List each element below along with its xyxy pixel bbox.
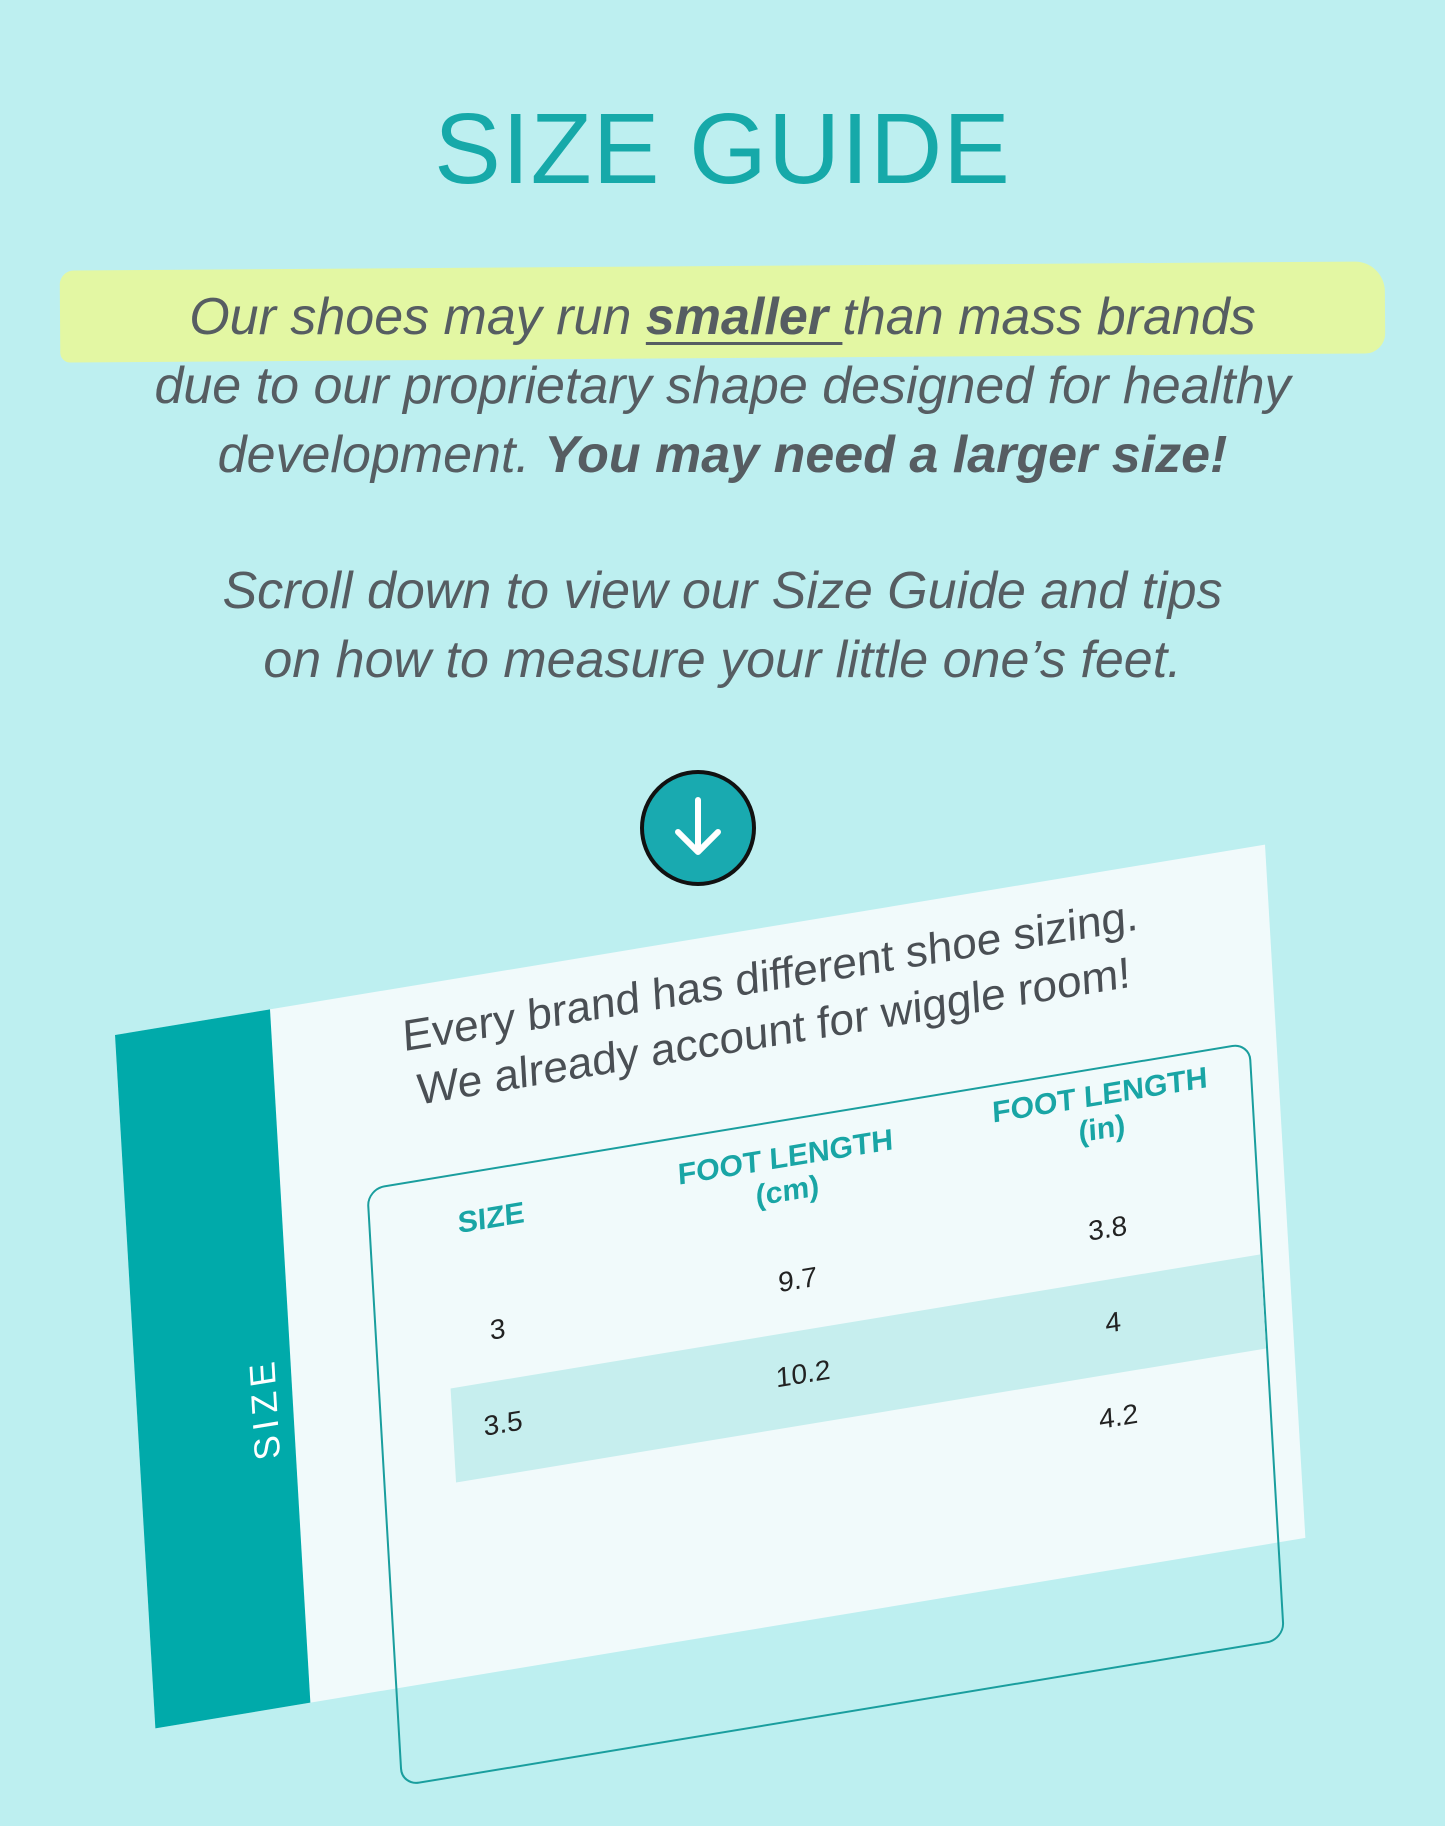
side-label: SIZE: [240, 1353, 288, 1464]
intro-text: Our shoes may run smaller than mass bran…: [0, 283, 1445, 490]
header-cm: FOOT LENGTH (cm): [645, 1118, 929, 1232]
cell: 4.2: [1098, 1397, 1139, 1435]
cell: 3.8: [1087, 1209, 1128, 1247]
cell: [408, 1485, 608, 1518]
header-size: SIZE: [350, 1179, 632, 1259]
header-in: FOOT LENGTH (in): [959, 1056, 1243, 1170]
arrow-down-icon: [675, 797, 721, 855]
intro-emphasis: smaller: [645, 288, 843, 346]
intro-text-part: Our shoes may run: [189, 288, 646, 346]
header-text: SIZE: [456, 1196, 526, 1241]
intro-emphasis: You may need a larger size!: [544, 426, 1228, 484]
intro-text-part: development.: [217, 426, 545, 484]
scroll-note: Scroll down to view our Size Guide and t…: [0, 557, 1445, 695]
cell: 9.7: [777, 1260, 818, 1299]
intro-line-3: development. You may need a larger size!: [0, 421, 1445, 490]
scroll-note-line: Scroll down to view our Size Guide and t…: [222, 562, 1223, 620]
intro-line-2: due to our proprietary shape designed fo…: [154, 357, 1291, 415]
arrow-down-circle-icon[interactable]: [640, 770, 756, 886]
size-table: SIZE FOOT LENGTH (cm) FOOT LENGTH (in) 3 9…: [366, 1042, 1286, 1787]
cell: [708, 1436, 908, 1469]
scroll-note-line: on how to measure your little one’s feet…: [263, 631, 1182, 689]
size-chart-card: SIZE Every brand has different shoe sizi…: [115, 844, 1306, 1787]
page-title: SIZE GUIDE: [434, 93, 1011, 205]
intro-line-1: Our shoes may run smaller than mass bran…: [0, 283, 1445, 352]
intro-text-part: than mass brands: [842, 288, 1256, 346]
cell: 3: [488, 1312, 507, 1346]
